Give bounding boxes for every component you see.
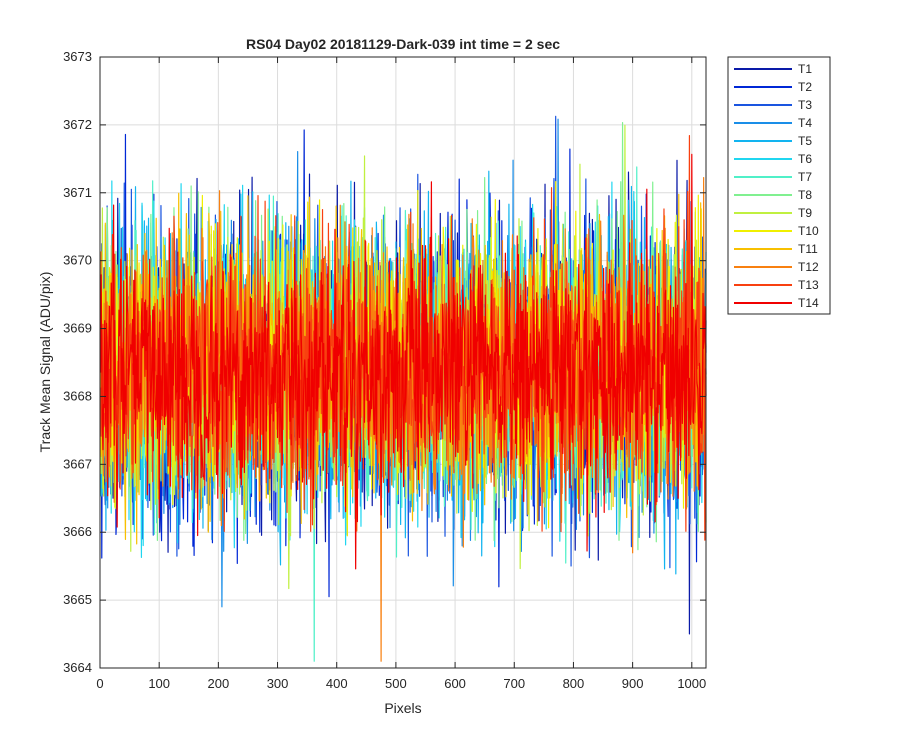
legend-label: T11 bbox=[798, 242, 818, 256]
legend-label: T1 bbox=[798, 62, 812, 76]
x-tick-label: 500 bbox=[385, 676, 407, 691]
x-tick-label: 200 bbox=[208, 676, 230, 691]
y-tick-label: 3664 bbox=[63, 660, 92, 675]
legend-label: T3 bbox=[798, 98, 812, 112]
x-tick-label: 1000 bbox=[677, 676, 706, 691]
legend-label: T6 bbox=[798, 152, 812, 166]
y-tick-label: 3669 bbox=[63, 321, 92, 336]
series-layer bbox=[99, 115, 707, 662]
legend-label: T2 bbox=[798, 80, 812, 94]
x-tick-label: 700 bbox=[503, 676, 525, 691]
axis-ticks bbox=[99, 56, 706, 669]
legend: T1 T2 T3 T4 T5 T6 T7 T8 T9 T10 T11 T12 T13 T14 bbox=[727, 56, 831, 315]
plot-frame bbox=[99, 56, 707, 669]
legend-label: T9 bbox=[798, 206, 812, 220]
x-tick-label: 800 bbox=[563, 676, 585, 691]
legend-label: T13 bbox=[798, 278, 819, 292]
y-tick-label: 3670 bbox=[63, 253, 92, 268]
legend-label: T8 bbox=[798, 188, 812, 202]
x-tick-label: 0 bbox=[96, 676, 103, 691]
x-axis-title: Pixels bbox=[384, 700, 421, 716]
x-tick-label: 600 bbox=[444, 676, 466, 691]
legend-label: T14 bbox=[798, 296, 819, 310]
chart-title: RS04 Day02 20181129-Dark-039 int time = … bbox=[246, 36, 560, 52]
y-tick-label: 3671 bbox=[63, 185, 92, 200]
y-tick-label: 3673 bbox=[63, 49, 92, 64]
y-axis-title: Track Mean Signal (ADU/pix) bbox=[37, 272, 53, 453]
x-tick-label: 900 bbox=[622, 676, 644, 691]
x-tick-labels: 0 100 200 300 400 500 600 700 800 900 1000 bbox=[96, 676, 706, 691]
y-tick-label: 3668 bbox=[63, 388, 92, 403]
legend-label: T4 bbox=[798, 116, 812, 130]
x-tick-label: 100 bbox=[148, 676, 170, 691]
y-tick-labels: 3664 3665 3666 3667 3668 3669 3670 3671 3672 3673 bbox=[63, 49, 92, 675]
y-tick-label: 3672 bbox=[63, 117, 92, 132]
y-tick-label: 3666 bbox=[63, 524, 92, 539]
legend-label: T12 bbox=[798, 260, 819, 274]
x-tick-label: 300 bbox=[267, 676, 289, 691]
x-tick-label: 400 bbox=[326, 676, 348, 691]
legend-label: T5 bbox=[798, 134, 812, 148]
legend-box bbox=[727, 56, 831, 315]
y-tick-label: 3665 bbox=[63, 592, 92, 607]
series-line-t14 bbox=[99, 153, 707, 570]
legend-label: T7 bbox=[798, 170, 812, 184]
legend-label: T10 bbox=[798, 224, 819, 238]
y-tick-label: 3667 bbox=[63, 456, 92, 471]
